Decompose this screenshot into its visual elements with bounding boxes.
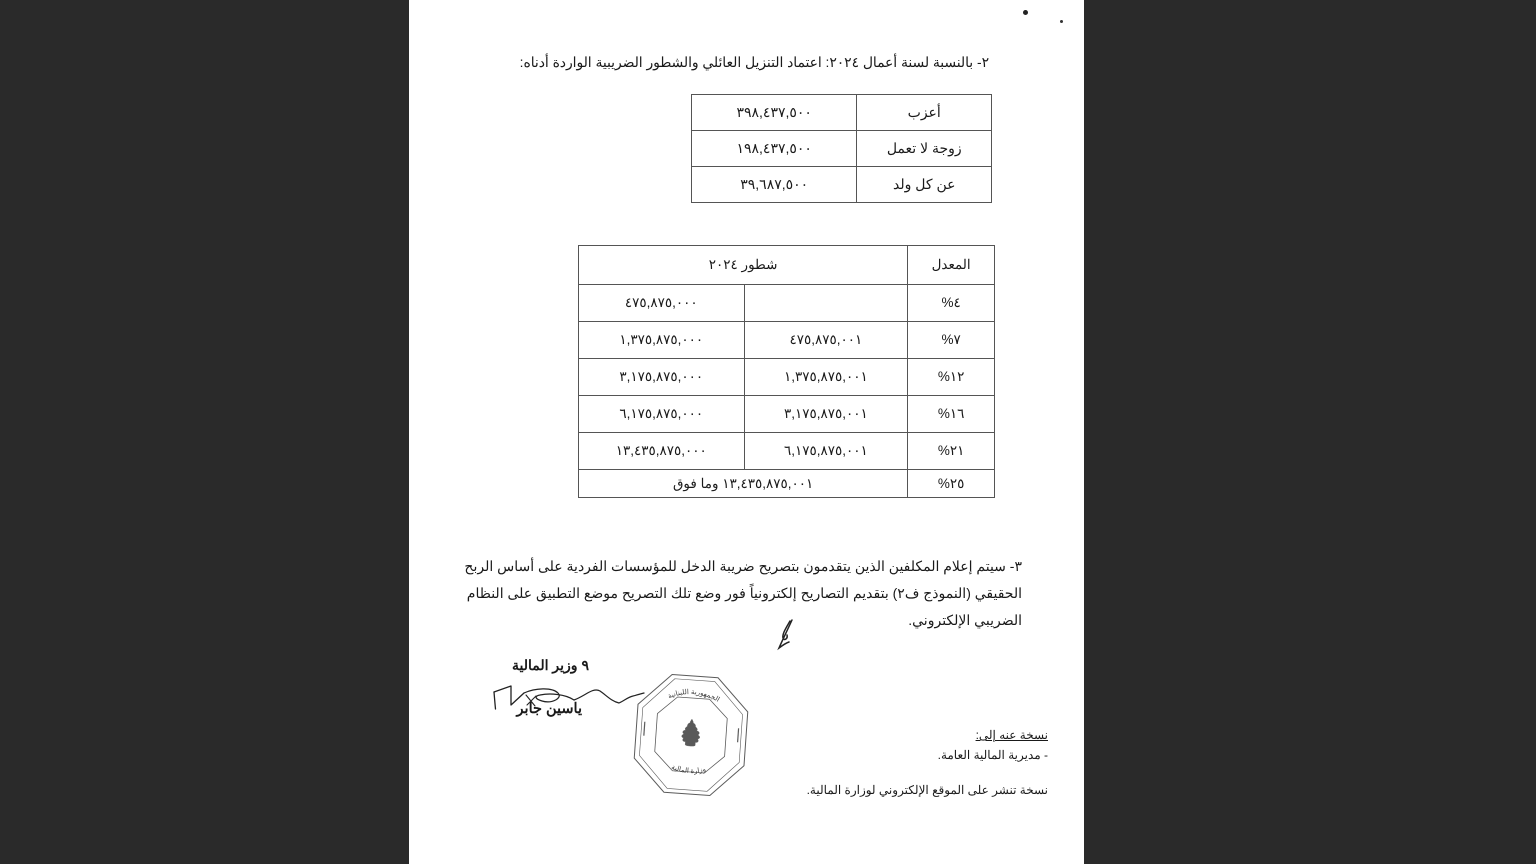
svg-text:وزارة المالية: وزارة المالية [670,764,707,776]
svg-text:الجمهورية اللبنانية: الجمهورية اللبنانية [667,687,722,704]
